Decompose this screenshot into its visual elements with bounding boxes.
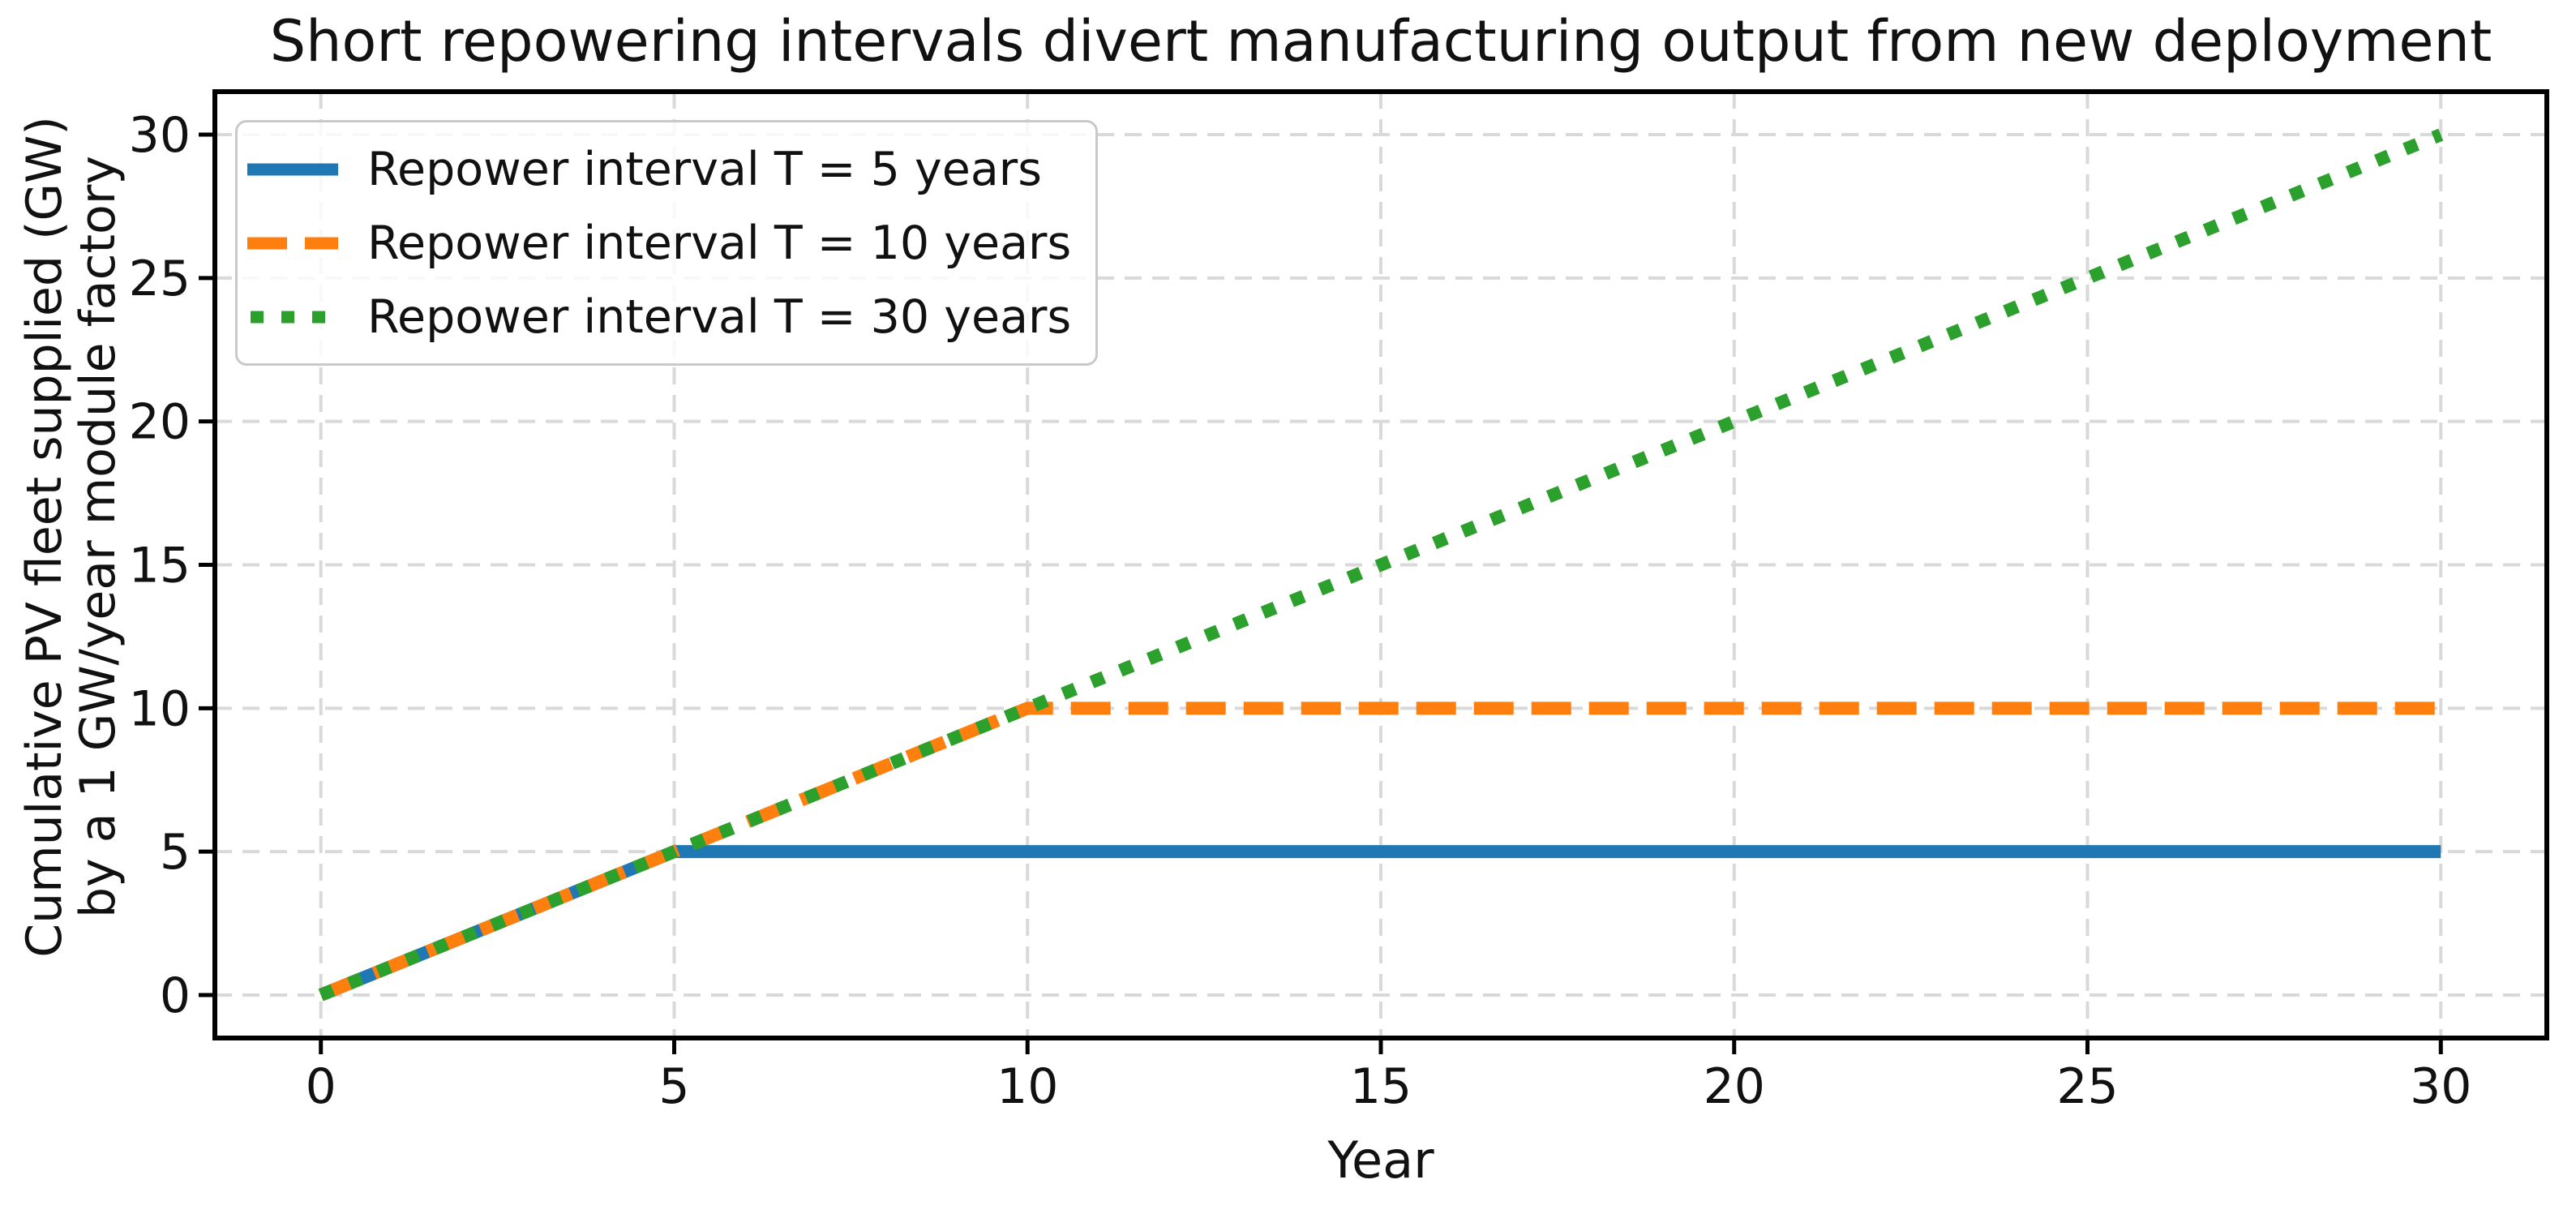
- legend-item: Repower interval T = 5 years: [247, 132, 1071, 206]
- x-tick-label: 10: [997, 1058, 1058, 1115]
- x-tick-label: 20: [1704, 1058, 1765, 1115]
- series-line-2: [318, 128, 2444, 1002]
- legend-line-swatch-dotted: [251, 311, 338, 323]
- x-tick-label: 5: [658, 1058, 689, 1115]
- y-axis-label-line2: by a 1 GW/year module factory: [70, 156, 126, 918]
- legend-line-swatch-solid: [247, 163, 338, 175]
- y-axis-label: Cumulative PV fleet supplied (GW) by a 1 …: [16, 116, 126, 958]
- x-axis-label: Year: [1327, 1130, 1434, 1190]
- x-tick-label: 30: [2410, 1058, 2471, 1115]
- legend-item-label: Repower interval T = 30 years: [367, 290, 1072, 344]
- legend-item: Repower interval T = 10 years: [247, 206, 1071, 280]
- y-tick-label: 10: [129, 680, 191, 737]
- x-tick-label: 15: [1350, 1058, 1412, 1115]
- y-tick-label: 0: [160, 967, 191, 1024]
- chart-title: Short repowering intervals divert manufa…: [269, 8, 2492, 75]
- legend: Repower interval T = 5 years Repower int…: [235, 120, 1099, 366]
- legend-item: Repower interval T = 30 years: [247, 280, 1071, 354]
- y-tick-label: 15: [129, 538, 191, 594]
- legend-item-label: Repower interval T = 5 years: [367, 142, 1042, 196]
- legend-line-swatch-dashed: [247, 237, 338, 249]
- y-tick-label: 30: [129, 107, 191, 164]
- y-axis-label-line1: Cumulative PV fleet supplied (GW): [16, 116, 73, 958]
- x-tick-label: 25: [2056, 1058, 2118, 1115]
- axes-frame: [212, 89, 2549, 1040]
- legend-item-label: Repower interval T = 10 years: [367, 216, 1072, 270]
- y-tick-label: 5: [160, 824, 191, 881]
- y-tick-label: 20: [129, 394, 191, 451]
- y-tick-label: 25: [129, 251, 191, 307]
- x-tick-label: 0: [306, 1058, 336, 1115]
